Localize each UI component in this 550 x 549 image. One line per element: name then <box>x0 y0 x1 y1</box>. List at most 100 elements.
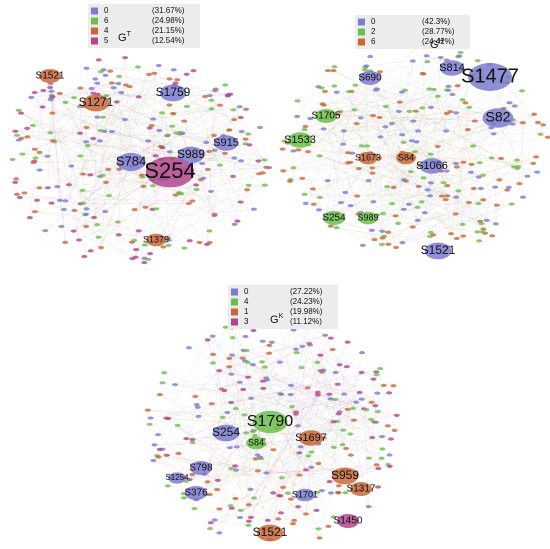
edge <box>319 190 459 198</box>
legend-label: 3 <box>244 317 249 326</box>
edge <box>289 171 538 182</box>
edge <box>125 84 265 161</box>
edge <box>323 104 419 187</box>
edge <box>175 384 348 410</box>
edge <box>455 129 469 214</box>
edge <box>271 342 352 456</box>
node-label: S1533 <box>284 134 316 146</box>
node-dot <box>370 200 377 204</box>
edge <box>159 449 173 478</box>
node-dot <box>194 405 201 409</box>
title-sup: T <box>127 31 132 38</box>
node-dot <box>87 173 94 177</box>
node-dot <box>430 233 437 237</box>
node-dot <box>519 89 526 93</box>
node-dot <box>251 433 258 438</box>
node-dot <box>135 229 142 233</box>
legend-pct: (28.77%) <box>422 27 455 36</box>
edge <box>61 209 254 227</box>
edge <box>68 59 99 185</box>
node-dot <box>183 104 190 109</box>
node-dot <box>141 243 148 247</box>
node-dot <box>39 105 46 109</box>
edge <box>231 408 354 509</box>
node-dot <box>226 365 233 369</box>
node-dot <box>216 531 223 535</box>
node-dot <box>316 195 323 200</box>
legend-pct: (31.67%) <box>152 6 185 15</box>
node-dot <box>514 166 521 171</box>
node-dot <box>261 183 268 187</box>
node-dot <box>219 415 226 419</box>
node-dot <box>209 361 216 365</box>
node-dot <box>368 417 375 422</box>
node-dot <box>163 453 170 457</box>
node-dot <box>303 468 310 472</box>
node-dot <box>135 95 142 99</box>
edge <box>51 95 84 204</box>
node-dot <box>107 69 114 73</box>
node-dot <box>185 201 192 206</box>
node-dot <box>290 522 297 526</box>
node-dot <box>141 261 148 265</box>
legend-swatch <box>231 308 238 316</box>
node-dot <box>315 527 322 531</box>
title-sup: K <box>279 313 284 320</box>
node-dot <box>245 523 252 527</box>
edge <box>358 127 492 169</box>
edge <box>51 202 149 260</box>
node-dot <box>216 507 223 511</box>
node <box>359 71 381 85</box>
edge <box>78 221 119 241</box>
edge <box>34 92 65 210</box>
edge <box>131 166 168 238</box>
node-dot <box>94 81 101 85</box>
node-dot <box>161 371 168 375</box>
node <box>331 467 359 485</box>
node-dot <box>244 188 251 192</box>
edge <box>415 77 481 112</box>
node-dot <box>103 94 110 98</box>
edge <box>325 123 513 219</box>
edge <box>290 71 381 180</box>
edge <box>324 91 368 147</box>
node-dot <box>370 377 377 381</box>
node <box>337 514 359 528</box>
node-dot <box>281 139 288 143</box>
node-dot <box>337 109 344 114</box>
node-dot <box>172 383 179 387</box>
node-dot <box>159 111 166 115</box>
node-dot <box>437 55 444 60</box>
node-dot <box>391 428 398 432</box>
edge <box>195 382 240 397</box>
edge <box>207 339 222 390</box>
edge <box>317 492 334 518</box>
node-dot <box>301 128 308 132</box>
edge <box>273 421 338 494</box>
node-dot <box>373 370 380 374</box>
node-dot <box>330 68 337 73</box>
node-dot <box>351 108 358 112</box>
node <box>168 472 186 484</box>
edge <box>91 88 215 215</box>
node-label: S798 <box>189 463 213 474</box>
node-dot <box>71 96 78 100</box>
legend-label: 0 <box>244 287 249 296</box>
node-dot <box>36 150 43 154</box>
legend-swatch <box>358 28 365 36</box>
node-dot <box>159 381 166 385</box>
node-dot <box>324 179 331 183</box>
edge <box>57 186 137 250</box>
node-dot <box>80 201 87 205</box>
edge <box>370 152 443 197</box>
node-dot <box>217 103 224 107</box>
node-dot <box>156 447 163 451</box>
node-dot <box>386 391 393 395</box>
edge <box>443 114 535 183</box>
node-dot <box>183 72 190 76</box>
edge <box>235 408 306 498</box>
node-dot <box>278 476 285 480</box>
node-dot <box>83 212 90 216</box>
node-dot <box>299 344 306 348</box>
node-dot <box>91 215 98 220</box>
